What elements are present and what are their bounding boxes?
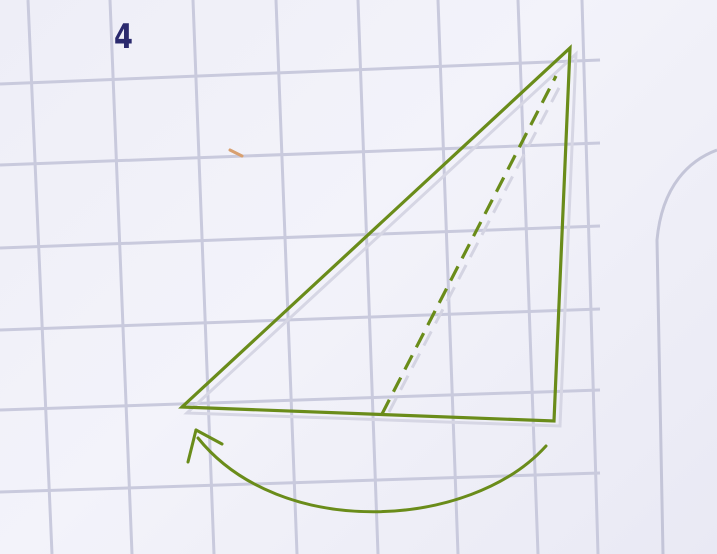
fold-line-shadow xyxy=(387,85,562,413)
curved-arrow-icon xyxy=(186,428,548,514)
dashed-fold-line xyxy=(380,75,558,415)
step-number: 4 xyxy=(114,17,133,57)
triangle-shadow xyxy=(183,50,578,428)
fold-triangle xyxy=(178,44,572,423)
panel-edge xyxy=(655,148,717,554)
paper-speck xyxy=(228,148,244,158)
